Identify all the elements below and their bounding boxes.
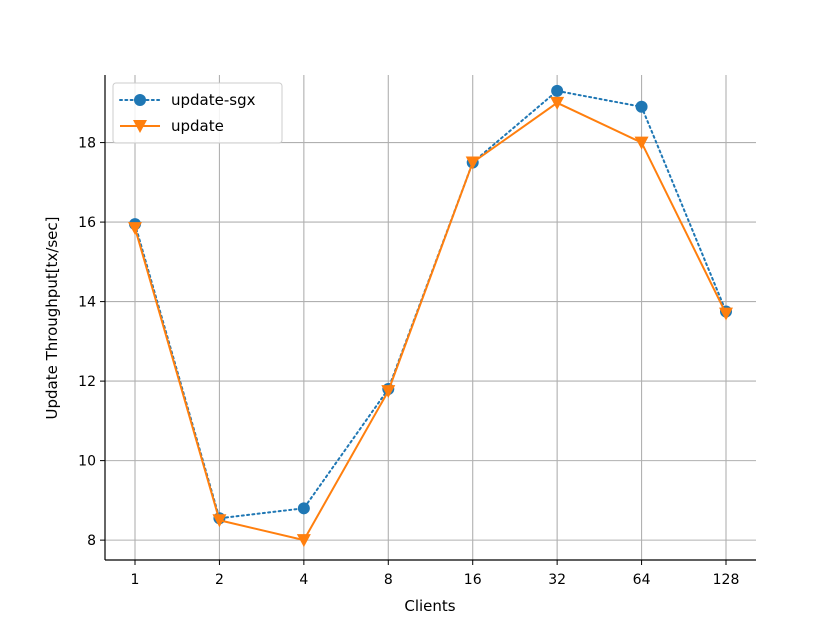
legend-box: [112, 82, 283, 144]
series-update: [128, 96, 733, 548]
x-axis-ticks: 1 2 4 8 16 32 64 128: [131, 560, 740, 588]
y-tick-label: 12: [78, 374, 96, 390]
y-tick-label: 18: [78, 136, 96, 152]
axis-spines: [104, 75, 756, 561]
data-point: [634, 136, 649, 150]
legend-label: update-sgx: [171, 91, 256, 109]
x-axis-title: Clients: [404, 597, 455, 615]
x-tick-label: 64: [633, 572, 651, 588]
y-axis-title: Update Throughput[tx/sec]: [43, 216, 61, 419]
data-point: [635, 100, 648, 113]
y-tick-label: 16: [78, 215, 96, 231]
grid-lines: [105, 75, 756, 560]
x-tick-label: 8: [384, 572, 393, 588]
data-point: [550, 96, 565, 110]
x-tick-label: 128: [713, 572, 740, 588]
data-point: [551, 84, 564, 97]
legend-swatch-marker: [133, 120, 147, 133]
series-line: [134, 101, 727, 542]
legend-swatch-marker: [134, 94, 146, 106]
x-tick-label: 2: [215, 572, 224, 588]
data-point: [296, 534, 311, 548]
y-tick-label: 10: [78, 454, 96, 470]
x-tick-label: 16: [464, 572, 482, 588]
x-tick-label: 32: [548, 572, 566, 588]
data-point: [128, 222, 142, 236]
data-point: [465, 156, 480, 170]
data-point: [381, 385, 396, 399]
x-tick-label: 1: [131, 572, 140, 588]
y-tick-label: 14: [78, 295, 96, 311]
y-tick-label: 8: [87, 533, 96, 549]
series-layer: [128, 84, 733, 548]
data-point: [297, 502, 310, 515]
y-axis-ticks: 8 10 12 14 16 18: [78, 136, 105, 549]
data-point: [719, 307, 733, 321]
legend: update-sgx update: [112, 82, 283, 144]
x-tick-label: 4: [299, 572, 308, 588]
data-point: [212, 514, 227, 528]
legend-label: update: [171, 117, 224, 135]
